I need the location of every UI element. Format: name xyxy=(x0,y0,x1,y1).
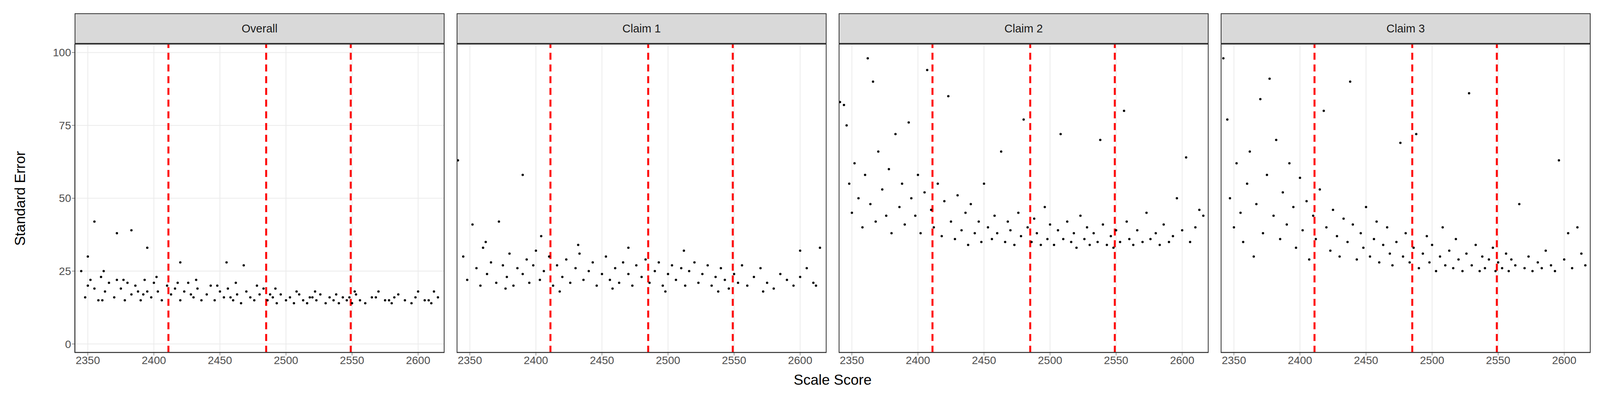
html-text:Scale Score: Scale Score xyxy=(793,371,872,388)
svg-text:2350: 2350 xyxy=(457,354,483,367)
svg-text:2600: 2600 xyxy=(1169,354,1195,367)
svg-text:2500: 2500 xyxy=(1037,354,1063,367)
html-text:Standard Error: Standard Error xyxy=(12,150,29,246)
svg-text:2550: 2550 xyxy=(1485,354,1511,367)
svg-text:2600: 2600 xyxy=(1551,354,1577,367)
svg-text:2600: 2600 xyxy=(787,354,813,367)
svg-text:2550: 2550 xyxy=(339,354,365,367)
svg-text:2550: 2550 xyxy=(1103,354,1129,367)
svg-text:2350: 2350 xyxy=(839,354,865,367)
svg-text:2400: 2400 xyxy=(523,354,549,367)
svg-text:75: 75 xyxy=(58,119,72,132)
svg-text:2500: 2500 xyxy=(1419,354,1445,367)
svg-text:2400: 2400 xyxy=(141,354,167,367)
html-text:Claim 1: Claim 1 xyxy=(622,22,661,35)
svg-text:2450: 2450 xyxy=(589,354,615,367)
svg-text:0: 0 xyxy=(64,338,72,351)
svg-text:2400: 2400 xyxy=(905,354,931,367)
svg-text:2450: 2450 xyxy=(971,354,997,367)
svg-text:100: 100 xyxy=(52,46,72,59)
svg-text:2400: 2400 xyxy=(1287,354,1313,367)
html-text:Claim 2: Claim 2 xyxy=(1004,22,1043,35)
svg-text:2500: 2500 xyxy=(655,354,681,367)
html-text:Claim 3: Claim 3 xyxy=(1386,22,1425,35)
svg-text:2350: 2350 xyxy=(75,354,100,367)
svg-text:2450: 2450 xyxy=(207,354,233,367)
svg-text:2450: 2450 xyxy=(1353,354,1379,367)
svg-text:2500: 2500 xyxy=(273,354,299,367)
html-text:Overall: Overall xyxy=(241,22,278,35)
svg-text:50: 50 xyxy=(58,192,72,205)
svg-text:2550: 2550 xyxy=(721,354,747,367)
svg-text:2350: 2350 xyxy=(1221,354,1247,367)
svg-text:25: 25 xyxy=(58,265,72,278)
svg-text:2600: 2600 xyxy=(405,354,431,367)
